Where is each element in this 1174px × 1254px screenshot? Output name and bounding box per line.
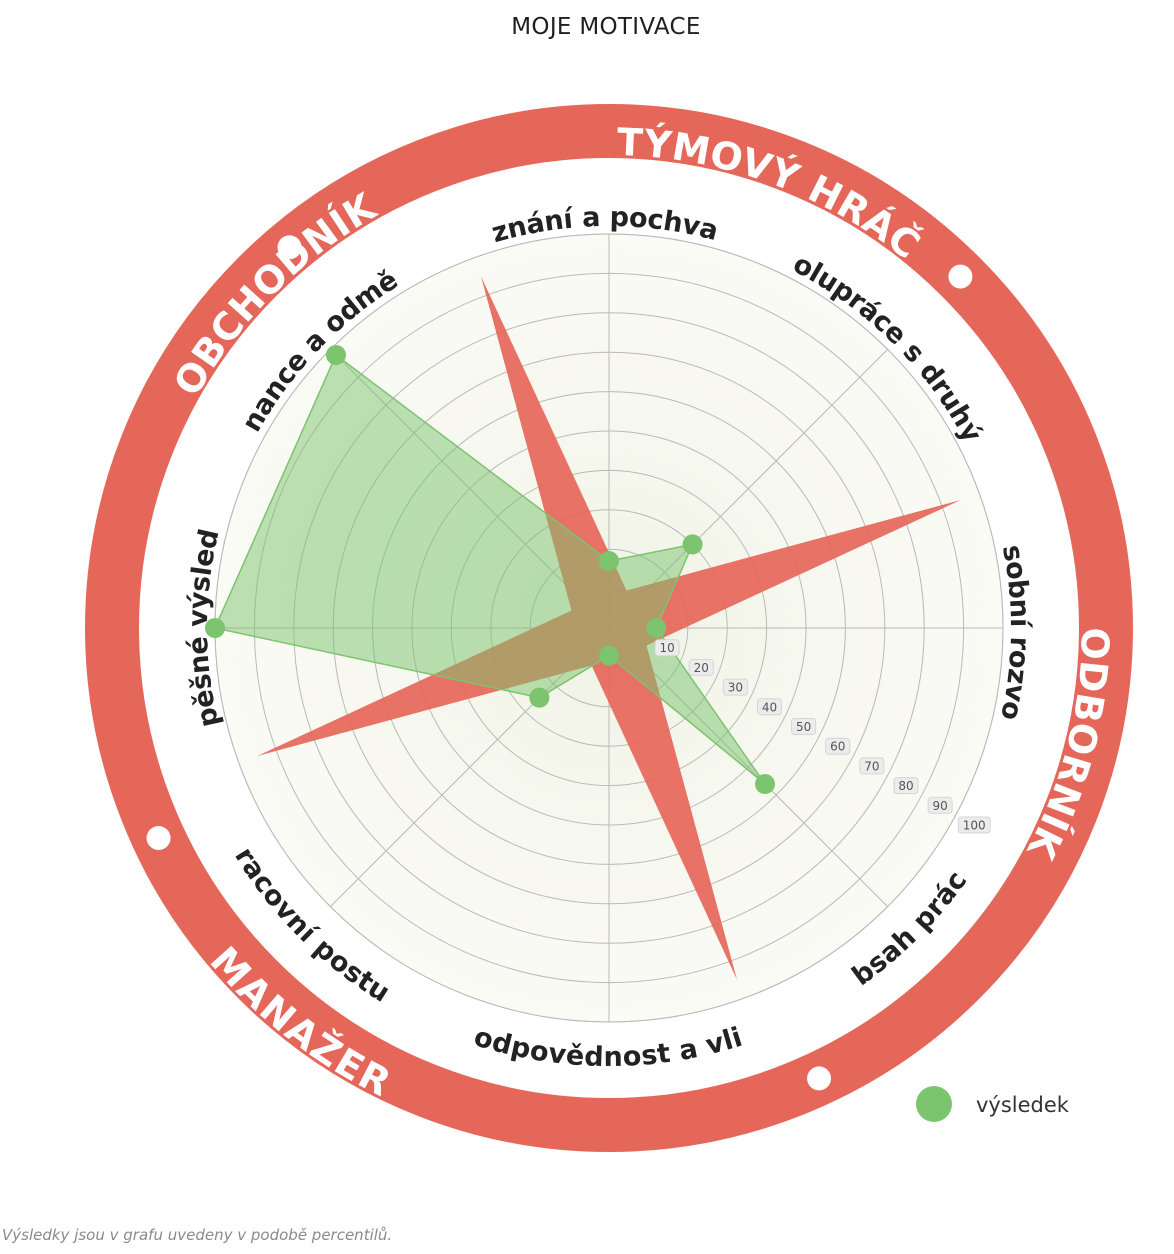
svg-text:30: 30 [728,681,743,695]
legend: výsledek [916,1086,1070,1122]
data-point[interactable] [599,645,619,666]
data-point[interactable] [529,687,550,708]
svg-text:70: 70 [864,759,879,773]
series-layer [205,344,776,795]
footnote: Výsledky jsou v grafu uvedeny v podobě p… [2,1226,393,1244]
data-point[interactable] [646,618,667,638]
svg-text:90: 90 [932,799,947,813]
svg-text:80: 80 [898,779,913,793]
tick-label: 10 [654,639,680,657]
tick-label: 100 [957,816,991,834]
svg-text:100: 100 [963,819,986,833]
tick-label: 60 [825,737,851,755]
tick-label: 30 [722,678,748,696]
tick-label: 70 [859,757,885,775]
outer-ring-band [85,104,1133,1152]
ring-separator-dot [277,235,302,260]
svg-text:40: 40 [762,700,777,714]
legend-marker[interactable] [916,1086,952,1122]
svg-text:10: 10 [659,641,674,655]
tick-label: 20 [688,658,714,676]
data-point[interactable] [682,534,703,555]
tick-label: 50 [791,718,817,735]
ring-separator-dot [146,826,171,851]
radial-ticks: 10 20 30 40 50 60 70 80 90 100 [654,639,991,834]
tick-label: 40 [756,698,782,716]
svg-text:50: 50 [796,720,811,734]
data-point[interactable] [599,551,619,572]
tick-label: 90 [927,796,953,814]
data-point[interactable] [755,774,776,795]
data-point[interactable] [325,344,346,365]
ring-separator-dot [807,1066,832,1091]
legend-label[interactable]: výsledek [976,1093,1070,1117]
ring-separator-dot [948,264,973,289]
tick-label: 80 [893,777,919,795]
svg-text:60: 60 [830,740,845,754]
chart-title: MOJE MOTIVACE [511,14,701,40]
svg-text:20: 20 [694,661,709,675]
data-point[interactable] [205,618,225,638]
